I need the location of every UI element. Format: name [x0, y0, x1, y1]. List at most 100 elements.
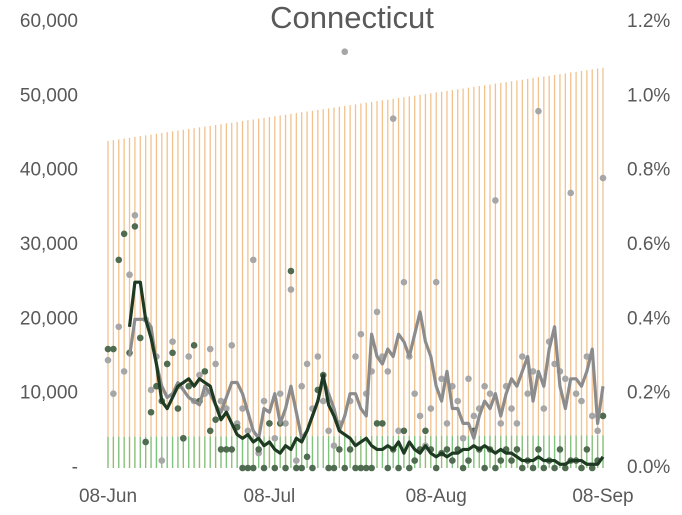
dot [583, 446, 591, 453]
dot [567, 189, 575, 197]
dot [260, 464, 268, 472]
dot [508, 457, 515, 464]
dot [126, 271, 133, 279]
line [127, 310, 605, 440]
dot [276, 390, 284, 397]
dot [352, 353, 359, 360]
dot [599, 412, 607, 420]
dot [341, 464, 349, 472]
dot [562, 464, 569, 472]
dot [319, 397, 327, 405]
dot [513, 446, 521, 453]
y-tick-label: 50,000 [20, 85, 78, 106]
dot [228, 446, 236, 453]
dot [169, 338, 176, 345]
dot [540, 405, 548, 412]
dot [540, 464, 548, 472]
y2-tick-label: 0.8% [627, 160, 670, 181]
dot [535, 107, 542, 115]
dot [104, 345, 112, 353]
x-tick-label: 08-Aug [406, 486, 467, 507]
dot [357, 464, 365, 472]
dot [492, 197, 499, 204]
dot [293, 464, 300, 472]
dot [255, 446, 262, 453]
dot [190, 342, 198, 349]
dot [384, 368, 392, 375]
x-tick-label: 08-Jul [244, 486, 296, 507]
dot [185, 353, 193, 360]
dot [298, 464, 305, 472]
dot [470, 412, 478, 420]
dot [465, 457, 472, 464]
dot [147, 386, 155, 394]
dot [411, 457, 418, 464]
dot [260, 397, 268, 405]
dot [357, 330, 365, 338]
dot [373, 308, 381, 316]
dot [325, 427, 332, 435]
dot [303, 453, 311, 461]
dot [158, 457, 166, 464]
dot [147, 408, 155, 416]
dot [416, 412, 424, 420]
dot [556, 446, 564, 453]
y-tick-label: 40,000 [20, 160, 78, 181]
dot [206, 345, 214, 353]
dot [352, 464, 359, 472]
dot [400, 427, 408, 435]
y-tick-label: - [72, 457, 78, 478]
dot [411, 390, 418, 397]
dot [110, 345, 117, 353]
dot [212, 360, 219, 368]
dot [142, 438, 149, 446]
dot [180, 434, 187, 442]
dot [223, 405, 230, 412]
dot [427, 405, 435, 412]
dot [330, 464, 338, 472]
dot [443, 420, 451, 427]
dot [115, 323, 123, 331]
dot [314, 353, 322, 360]
dot [196, 371, 203, 379]
dot [120, 368, 128, 375]
dot [201, 368, 209, 375]
dot [508, 405, 515, 412]
dot [287, 267, 295, 275]
dot [551, 464, 558, 472]
x-tick-label: 08-Jun [79, 486, 137, 507]
dot [368, 464, 375, 472]
dot [223, 446, 230, 453]
dot [400, 278, 408, 286]
dot [379, 420, 386, 427]
dot [406, 464, 413, 472]
y-tick-label: 60,000 [20, 11, 78, 32]
dot [578, 397, 585, 405]
dot [206, 427, 214, 435]
line [127, 280, 605, 466]
dot [287, 286, 295, 293]
dot [432, 464, 440, 472]
dot [513, 420, 521, 427]
dot [443, 446, 451, 453]
dot [110, 390, 117, 397]
dot [562, 375, 569, 383]
dot [185, 382, 193, 390]
dot [271, 434, 279, 442]
dot [298, 382, 305, 390]
y2-tick-label: 0.0% [627, 457, 670, 478]
dot [518, 464, 526, 472]
dot [309, 464, 316, 472]
dot [271, 464, 279, 472]
dot [346, 446, 354, 453]
dot [239, 405, 246, 412]
dot [104, 356, 112, 364]
y2-tick-label: 0.6% [627, 234, 670, 255]
dot [362, 464, 370, 472]
dot [481, 382, 488, 390]
dot [115, 256, 123, 264]
dot [266, 420, 273, 427]
dot [244, 427, 252, 435]
dot [293, 457, 300, 464]
